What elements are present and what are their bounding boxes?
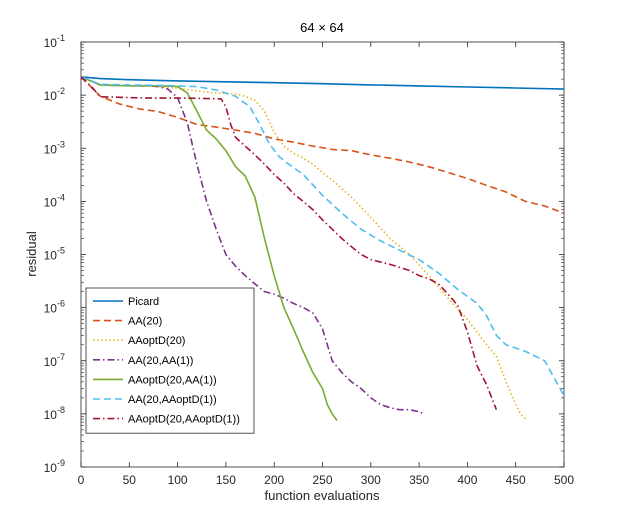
legend-label-1: AA(20) — [128, 316, 162, 328]
y-tick-exponent: -3 — [57, 139, 65, 149]
y-tick-label: 10-2 — [44, 86, 65, 103]
x-tick-label: 400 — [457, 473, 477, 487]
y-tick-base: 10 — [44, 302, 58, 316]
y-tick-base: 10 — [44, 36, 58, 50]
legend-label-6: AAoptD(20,AAoptD(1)) — [128, 414, 240, 426]
y-tick-label: 10-8 — [44, 405, 65, 422]
series-line-5 — [81, 76, 564, 397]
chart-title: 64 × 64 — [300, 20, 344, 35]
y-tick-exponent: -4 — [57, 192, 65, 202]
legend-label-4: AAoptD(20,AA(1)) — [128, 374, 217, 386]
y-tick-exponent: -5 — [57, 246, 65, 256]
x-tick-label: 500 — [554, 473, 574, 487]
y-tick-base: 10 — [44, 461, 58, 475]
legend-label-5: AA(20,AAoptD(1)) — [128, 394, 217, 406]
x-tick-label: 150 — [216, 473, 236, 487]
y-tick-base: 10 — [44, 249, 58, 263]
y-tick-base: 10 — [44, 195, 58, 209]
y-tick-label: 10-4 — [44, 192, 65, 209]
series-line-4 — [81, 76, 338, 421]
x-tick-label: 0 — [78, 473, 85, 487]
y-tick-label: 10-5 — [44, 246, 65, 263]
y-axis-label: residual — [24, 231, 39, 277]
series-line-0 — [81, 76, 564, 90]
y-tick-base: 10 — [44, 142, 58, 156]
y-tick-exponent: -1 — [57, 33, 65, 43]
x-tick-label: 350 — [409, 473, 429, 487]
series-line-2 — [81, 76, 526, 420]
x-tick-label: 100 — [168, 473, 188, 487]
y-tick-base: 10 — [44, 408, 58, 422]
y-tick-base: 10 — [44, 355, 58, 369]
y-tick-exponent: -6 — [57, 299, 65, 309]
y-tick-label: 10-3 — [44, 139, 65, 156]
x-tick-label: 450 — [506, 473, 526, 487]
legend-label-2: AAoptD(20) — [128, 335, 185, 347]
x-tick-label: 50 — [123, 473, 137, 487]
y-tick-exponent: -7 — [57, 352, 65, 362]
x-tick-label: 300 — [361, 473, 381, 487]
y-tick-base: 10 — [44, 89, 58, 103]
x-tick-label: 200 — [264, 473, 284, 487]
plot-area: 0 50 100 150 200 250 300 350 400 450 50010-910-810… — [44, 33, 575, 487]
x-axis-label: function evaluations — [265, 488, 380, 503]
legend-label-0: Picard — [128, 296, 159, 308]
series-line-3 — [81, 76, 425, 415]
y-tick-exponent: -8 — [57, 405, 65, 415]
series-line-1 — [81, 76, 564, 214]
y-tick-label: 10-6 — [44, 299, 65, 316]
series-line-6 — [81, 76, 498, 410]
y-tick-exponent: -9 — [57, 458, 65, 468]
legend-box — [85, 287, 255, 434]
y-tick-exponent: -2 — [57, 86, 65, 96]
y-tick-label: 10-7 — [44, 352, 65, 369]
x-tick-label: 250 — [312, 473, 332, 487]
legend: Picard AA(20) AAoptD(20) AA(20,AA(1)) AAoptD… — [85, 287, 255, 434]
y-tick-label: 10-1 — [44, 33, 65, 50]
legend-label-3: AA(20,AA(1)) — [128, 355, 193, 367]
y-tick-label: 10-9 — [44, 458, 65, 475]
